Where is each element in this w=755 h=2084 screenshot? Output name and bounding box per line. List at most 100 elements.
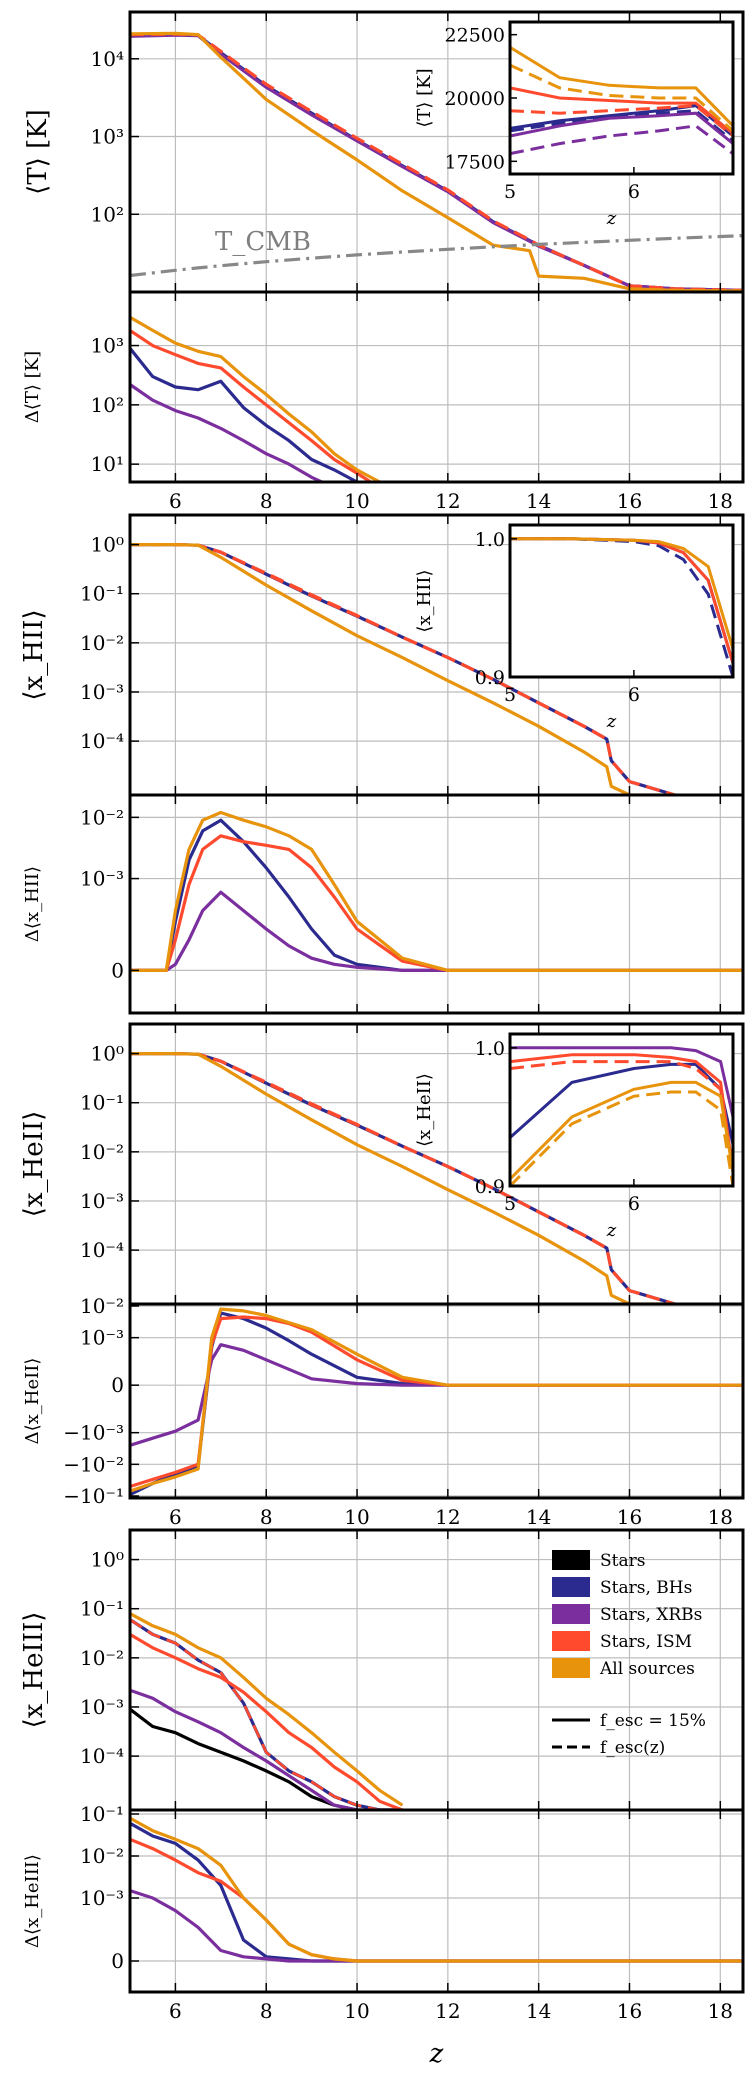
x-tick-label: 16 xyxy=(617,1999,642,2023)
inset-series-line xyxy=(510,1090,733,1186)
y-tick-label: 10⁻³ xyxy=(80,1189,124,1213)
y-tick-label: 10⁻² xyxy=(80,805,124,829)
panel-frame xyxy=(128,290,745,484)
y-tick-label: 10⁻³ xyxy=(80,1695,124,1719)
y-tick-label: 10⁻⁴ xyxy=(80,1744,124,1768)
legend-entry-label: All sources xyxy=(599,1659,695,1679)
series-line-stars-bhs xyxy=(130,1821,743,1963)
y-tick-label: 10⁻¹ xyxy=(80,1802,124,1826)
y-tick-label: 10³ xyxy=(91,125,124,149)
y-tick-label: 10⁻² xyxy=(80,1140,124,1164)
legend-entry-label: Stars, ISM xyxy=(600,1632,692,1652)
legend: Stars Stars, BHs Stars, XRBs Stars, ISM All … xyxy=(552,1550,706,1758)
inset-x-tick-label: 5 xyxy=(504,181,516,203)
x-tick-label: 10 xyxy=(344,1505,369,1529)
series-line-stars xyxy=(130,1707,403,1810)
series-line-stars-xrbs xyxy=(130,890,743,973)
inset-y-axis-label: ⟨x_HeII⟩ xyxy=(414,1073,435,1147)
y-axis-label: ⟨T⟩ [K] xyxy=(23,109,53,195)
y-axis-label: Δ⟨x_HeIII⟩ xyxy=(22,1854,43,1948)
series-line-all-sources xyxy=(130,1816,743,1963)
inset-y-tick-label: 0.9 xyxy=(475,667,505,689)
x-tick-label: 6 xyxy=(169,1999,182,2023)
legend-entry-label: Stars, BHs xyxy=(600,1578,692,1598)
inset-series-line xyxy=(510,86,733,135)
panel-xHII: 10⁰ 10⁻¹ 10⁻² 10⁻³ 10⁻⁴ ⟨x_HII⟩ 1.0 0.95 6z ⟨x_HI… xyxy=(19,513,745,797)
t-cmb-annotation: T_CMB xyxy=(215,227,311,257)
y-tick-label: 10⁻² xyxy=(80,1646,124,1670)
series-line-stars-ism xyxy=(130,1633,403,1810)
panel-frame xyxy=(128,1302,745,1500)
series-line-all-sources xyxy=(130,31,743,292)
legend-swatch xyxy=(552,1577,590,1597)
inset-x-axis-label: z xyxy=(606,711,617,732)
series-line-stars-ism xyxy=(130,32,743,292)
y-tick-label: 10³ xyxy=(91,334,124,358)
legend-swatch xyxy=(552,1631,590,1651)
panel-dxHeIII: 6 8 10 12 14 16 18 10⁻¹ 10⁻² 10⁻³ 0 Δ⟨x_HeIII⟩z xyxy=(22,1802,745,2069)
inset-T: 22500 20000 17500 5 6z ⟨T⟩ [K] xyxy=(414,20,735,229)
y-tick-label: 10⁻² xyxy=(80,1844,124,1868)
x-tick-label: 8 xyxy=(260,489,273,513)
y-tick-label: 10⁴ xyxy=(91,47,124,71)
x-tick-label: 14 xyxy=(526,1505,551,1529)
inset-series-line xyxy=(510,1053,733,1173)
y-tick-label: −10⁻² xyxy=(63,1452,124,1476)
x-axis-label: z xyxy=(429,2039,444,2069)
y-axis-label: Δ⟨T⟩ [K] xyxy=(22,351,43,423)
inset-y-tick-label: 22500 xyxy=(445,25,505,47)
x-tick-label: 6 xyxy=(169,489,182,513)
series-line-stars-xrbs xyxy=(130,383,326,482)
inset-y-axis-label: ⟨x_HII⟩ xyxy=(414,569,435,632)
inset-background xyxy=(510,1034,733,1186)
panel-dxHeII: 6 8 10 12 14 16 18 10⁻² 10⁻³ 0 −10⁻³ −10⁻² −10⁻¹ Δ⟨x_… xyxy=(22,1294,745,1529)
inset-y-axis-label: ⟨T⟩ [K] xyxy=(414,68,435,127)
legend-swatch xyxy=(552,1550,590,1570)
inset-xHeII: 1.0 0.95 6z ⟨x_HeII⟩ xyxy=(414,1032,735,1241)
x-tick-label: 12 xyxy=(435,1999,460,2023)
y-axis-label: ⟨x_HeIII⟩ xyxy=(19,1612,49,1729)
x-tick-label: 6 xyxy=(169,1505,182,1529)
y-axis-label: Δ⟨x_HeII⟩ xyxy=(22,1358,43,1445)
inset-x-tick-label: 6 xyxy=(628,1193,640,1215)
series-line-stars-bhs xyxy=(130,347,364,482)
inset-x-tick-label: 6 xyxy=(628,181,640,203)
series-line-stars-xrbs xyxy=(130,1688,403,1810)
inset-y-tick-label: 0.9 xyxy=(475,1176,505,1198)
y-tick-label: 10² xyxy=(91,393,124,417)
inset-series-line xyxy=(510,63,733,133)
inset-series-line xyxy=(510,537,733,677)
legend-entry-label: Stars xyxy=(600,1551,645,1571)
legend-line-label: f_esc(z) xyxy=(600,1738,665,1758)
inset-x-tick-label: 5 xyxy=(504,1193,516,1215)
y-tick-label: 10⁻² xyxy=(80,631,124,655)
panel-frame xyxy=(128,1808,745,1994)
series-line-stars-ism xyxy=(130,834,743,973)
inset-series-line xyxy=(510,124,733,156)
legend-line-label: f_esc = 15% xyxy=(600,1711,706,1731)
series-line-all-sources xyxy=(130,810,743,973)
inset-series-line xyxy=(510,1046,733,1118)
x-tick-label: 18 xyxy=(708,1505,733,1529)
inset-y-tick-label: 1.0 xyxy=(475,529,505,551)
y-tick-label: 10⁻³ xyxy=(80,1326,124,1350)
y-tick-label: 10⁻³ xyxy=(80,680,124,704)
series-line-all-sources xyxy=(130,1051,675,1304)
x-tick-label: 12 xyxy=(435,489,460,513)
x-tick-label: 16 xyxy=(617,1505,642,1529)
inset-series-line xyxy=(510,1060,733,1173)
x-tick-label: 16 xyxy=(617,489,642,513)
inset-x-axis-label: z xyxy=(606,208,617,229)
panel-dT: 6 8 10 12 14 16 18 10³ 10² 10¹ Δ⟨T⟩ [K] xyxy=(22,290,745,513)
inset-series-line xyxy=(510,537,733,650)
x-tick-label: 14 xyxy=(526,489,551,513)
panel-xHeIII: 10⁰ 10⁻¹ 10⁻² 10⁻³ 10⁻⁴ ⟨x_HeIII⟩ Stars Stars, … xyxy=(19,1528,745,1812)
legend-swatch xyxy=(552,1604,590,1624)
y-axis-label: ⟨x_HeII⟩ xyxy=(19,1111,49,1218)
x-tick-label: 10 xyxy=(344,1999,369,2023)
y-axis-label: ⟨x_HII⟩ xyxy=(19,609,49,700)
series-line-all-sources xyxy=(130,315,383,482)
series-line-t-cmb xyxy=(130,234,743,278)
y-tick-label: 10⁻¹ xyxy=(80,1091,124,1115)
